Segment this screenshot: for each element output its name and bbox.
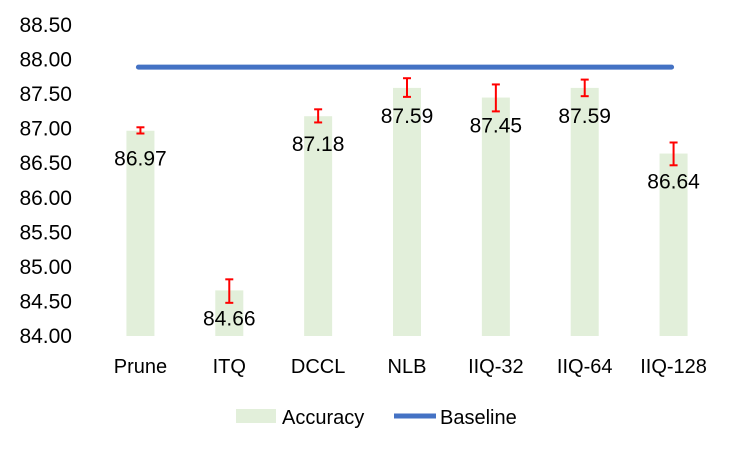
legend-swatch	[236, 409, 276, 423]
bar	[481, 97, 510, 336]
x-tick-label: DCCL	[291, 356, 345, 378]
y-tick-label: 84.50	[19, 290, 72, 313]
x-tick-label: IIQ-128	[640, 356, 707, 378]
legend-label: Baseline	[440, 407, 517, 429]
x-tick-label: Prune	[114, 356, 167, 378]
data-label: 86.97	[114, 148, 167, 171]
data-label: 86.64	[647, 171, 700, 194]
x-axis: Prune ITQ DCCL NLB IIQ-32 IIQ-64 IIQ-128	[114, 356, 707, 378]
bar	[126, 130, 155, 336]
y-tick-label: 86.00	[19, 187, 72, 210]
data-label: 87.18	[292, 133, 345, 156]
x-tick-label: IIQ-64	[557, 356, 613, 378]
error-bar	[136, 126, 145, 135]
legend: Accuracy Baseline	[236, 407, 517, 429]
error-bar	[314, 108, 323, 124]
legend-label: Accuracy	[282, 407, 364, 429]
bar	[570, 87, 599, 336]
y-tick-label: 85.00	[19, 256, 72, 279]
y-tick-label: 87.00	[19, 118, 72, 141]
x-tick-label: IIQ-32	[468, 356, 524, 378]
y-tick-label: 88.50	[19, 14, 72, 37]
data-label: 87.45	[470, 115, 523, 138]
y-tick-label: 88.00	[19, 49, 72, 72]
error-bar	[669, 141, 678, 167]
bar	[659, 153, 688, 336]
x-tick-label: ITQ	[213, 356, 246, 378]
error-bar	[403, 77, 411, 98]
data-label: 87.59	[381, 105, 434, 128]
bar	[304, 116, 333, 336]
y-tick-label: 87.50	[19, 83, 72, 106]
data-label: 87.59	[558, 105, 611, 128]
y-tick-label: 86.50	[19, 152, 72, 175]
legend-item-baseline: Baseline	[394, 407, 517, 429]
error-bar	[491, 83, 500, 113]
y-tick-label: 84.00	[19, 325, 72, 348]
data-labels-group: 86.97 84.66 87.18 87.59 87.45 87.59 86.64	[114, 105, 700, 330]
y-tick-label: 85.50	[19, 221, 72, 244]
y-axis: 84.00 84.50 85.00 85.50 86.00 86.50 87.00 87.50…	[19, 14, 72, 348]
error-bar	[580, 78, 589, 98]
error-bar	[225, 278, 234, 304]
x-tick-label: NLB	[388, 356, 427, 378]
bar	[393, 87, 421, 336]
data-label: 84.66	[203, 307, 256, 330]
bars-group	[126, 87, 688, 336]
error-bars-group	[136, 77, 678, 304]
legend-item-accuracy: Accuracy	[236, 407, 364, 429]
